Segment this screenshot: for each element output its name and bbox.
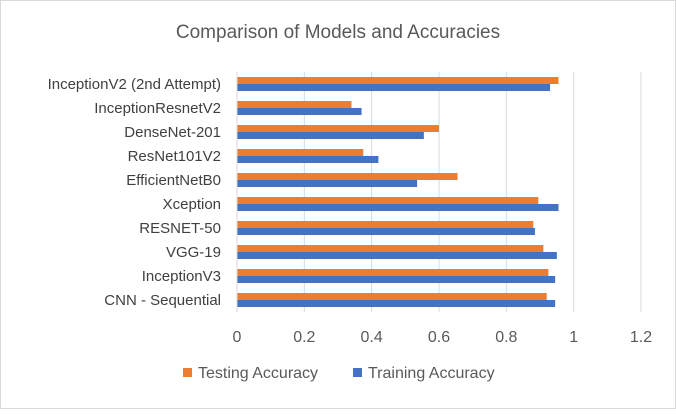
legend-label: Testing Accuracy (198, 365, 318, 382)
chart-title: Comparison of Models and Accuracies (176, 22, 500, 43)
y-tick-label: VGG-19 (166, 244, 221, 261)
bar-testing (237, 197, 539, 204)
y-tick-label: RESNET-50 (139, 220, 221, 237)
legend-swatch (353, 368, 362, 377)
bar-training (237, 156, 379, 163)
x-tick-label: 0.2 (293, 329, 315, 346)
y-tick-label: EfficientNetB0 (126, 172, 221, 189)
bar-training (237, 276, 556, 283)
bar-training (237, 228, 535, 235)
bar-training (237, 108, 362, 115)
x-tick-label: 0 (233, 329, 242, 346)
bar-training (237, 252, 557, 259)
bar-testing (237, 77, 559, 84)
y-tick-label: InceptionResnetV2 (94, 100, 221, 117)
bar-testing (237, 149, 364, 156)
y-tick-label: DenseNet-201 (124, 124, 221, 141)
bar-testing (237, 269, 549, 276)
bar-training (237, 84, 551, 91)
legend-swatch (183, 368, 192, 377)
bar-testing (237, 221, 534, 228)
bar-testing (237, 245, 544, 252)
x-tick-label: 1 (569, 329, 578, 346)
y-tick-label: InceptionV3 (142, 268, 221, 285)
x-tick-label: 1.2 (630, 329, 652, 346)
x-tick-label: 0.4 (361, 329, 383, 346)
bar-training (237, 204, 559, 211)
bar-testing (237, 293, 547, 300)
x-tick-label: 0.8 (495, 329, 517, 346)
bar-training (237, 300, 556, 307)
x-tick-label: 0.6 (428, 329, 450, 346)
y-tick-label: Xception (163, 196, 221, 213)
bars (237, 77, 559, 307)
legend: Testing Accuracy Training Accuracy (183, 365, 495, 382)
bar-training (237, 180, 418, 187)
y-tick-label: ResNet101V2 (128, 148, 221, 165)
bar-testing (237, 173, 458, 180)
axes: 0 0.2 0.4 0.6 0.8 1 1.2 CNN - Sequential Incepti… (48, 72, 652, 346)
y-tick-label: CNN - Sequential (104, 292, 221, 309)
y-tick-label: InceptionV2 (2nd Attempt) (48, 76, 221, 93)
bar-testing (237, 101, 352, 108)
bar-testing (237, 125, 439, 132)
bar-training (237, 132, 424, 139)
legend-label: Training Accuracy (368, 365, 495, 382)
